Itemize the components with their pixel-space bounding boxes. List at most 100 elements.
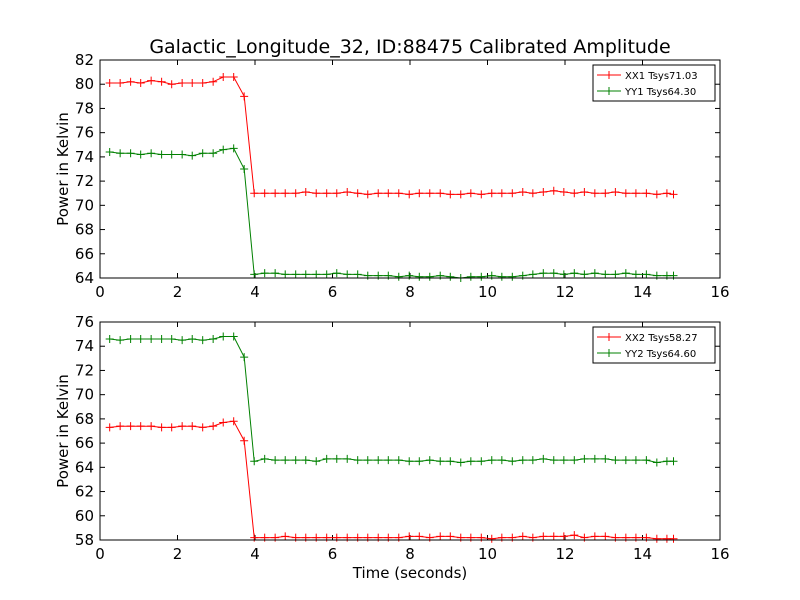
x-tick-label: 8: [405, 283, 415, 301]
data-point: [209, 149, 218, 158]
x-tick-label: 4: [250, 545, 260, 563]
data-point: [508, 189, 517, 198]
legend: XX2 Tsys58.27 YY2 Tsys64.60: [592, 326, 716, 364]
y-tick-label: 76: [75, 124, 94, 142]
legend: XX1 Tsys71.03 YY1 Tsys64.30: [592, 64, 716, 102]
data-point: [126, 149, 135, 158]
y-axis-label: Power in Kelvin: [54, 112, 72, 226]
data-point: [559, 532, 568, 541]
data-point: [271, 456, 280, 465]
data-point: [229, 417, 238, 426]
legend-label: XX1 Tsys71.03: [625, 71, 698, 82]
x-tick-label: 2: [173, 545, 183, 563]
data-point: [518, 532, 527, 541]
data-point: [539, 269, 548, 278]
x-tick-label: 6: [328, 545, 338, 563]
data-point: [136, 150, 145, 159]
data-point: [178, 79, 187, 88]
data-point: [219, 332, 228, 341]
data-point: [652, 534, 661, 543]
data-point: [621, 269, 630, 278]
data-point: [188, 151, 197, 160]
data-point: [178, 150, 187, 159]
plot-frame: [99, 59, 721, 279]
data-point: [466, 189, 475, 198]
plot-frame: [99, 321, 721, 541]
y-tick-label: 60: [75, 507, 94, 525]
legend-box: [592, 64, 716, 102]
data-point: [415, 532, 424, 541]
data-point: [229, 144, 238, 153]
data-point: [549, 186, 558, 195]
data-point: [363, 190, 372, 199]
data-point: [116, 79, 125, 88]
data-point: [652, 458, 661, 467]
data-point: [374, 456, 383, 465]
data-point: [301, 188, 310, 197]
series-line: [109, 147, 674, 279]
data-point: [497, 272, 506, 281]
legend-label: YY2 Tsys64.60: [624, 349, 696, 360]
data-point: [631, 189, 640, 198]
data-point: [167, 80, 176, 89]
chart-title: Galactic_Longitude_32, ID:88475 Calibrat…: [149, 36, 670, 58]
data-point: [415, 272, 424, 281]
data-point: [116, 422, 125, 431]
x-tick-label: 14: [633, 545, 652, 563]
data-point: [188, 422, 197, 431]
x-tick-label: 10: [478, 545, 497, 563]
data-point: [126, 422, 135, 431]
x-tick-label: 10: [478, 283, 497, 301]
x-tick-label: 0: [95, 545, 105, 563]
data-point: [425, 456, 434, 465]
data-point: [570, 456, 579, 465]
data-point: [601, 270, 610, 279]
data-point: [198, 149, 207, 158]
data-point: [209, 334, 218, 343]
data-point: [415, 457, 424, 466]
data-point: [446, 457, 455, 466]
y-tick-label: 74: [75, 148, 94, 166]
data-point: [631, 456, 640, 465]
data-point: [549, 269, 558, 278]
data-point: [642, 270, 651, 279]
data-point: [570, 269, 579, 278]
data-point: [590, 532, 599, 541]
data-point: [229, 72, 238, 81]
series-line: [109, 336, 674, 464]
data-point: [209, 77, 218, 86]
data-point: [147, 334, 156, 343]
data-point: [425, 272, 434, 281]
data-point: [394, 189, 403, 198]
data-point: [136, 79, 145, 88]
data-point: [291, 270, 300, 279]
data-point: [105, 79, 114, 88]
data-point: [271, 189, 280, 198]
data-point: [559, 456, 568, 465]
data-point: [570, 531, 579, 540]
data-point: [167, 423, 176, 432]
data-point: [580, 270, 589, 279]
legend-label: XX2 Tsys58.27: [625, 333, 698, 344]
data-point: [322, 270, 331, 279]
data-point: [669, 190, 678, 199]
x-tick-label: 16: [710, 545, 729, 563]
x-tick-label: 12: [555, 283, 574, 301]
y-tick-label: 78: [75, 99, 94, 117]
data-point: [188, 79, 197, 88]
data-point: [157, 77, 166, 86]
data-point: [436, 457, 445, 466]
data-point: [446, 190, 455, 199]
data-point: [178, 336, 187, 345]
legend-marker: [605, 333, 613, 341]
data-point: [590, 454, 599, 463]
data-point: [539, 532, 548, 541]
data-point: [601, 532, 610, 541]
data-point: [281, 189, 290, 198]
data-point: [652, 190, 661, 199]
x-tick-label: 4: [250, 283, 260, 301]
data-point: [436, 532, 445, 541]
data-point: [508, 272, 517, 281]
data-point: [528, 189, 537, 198]
